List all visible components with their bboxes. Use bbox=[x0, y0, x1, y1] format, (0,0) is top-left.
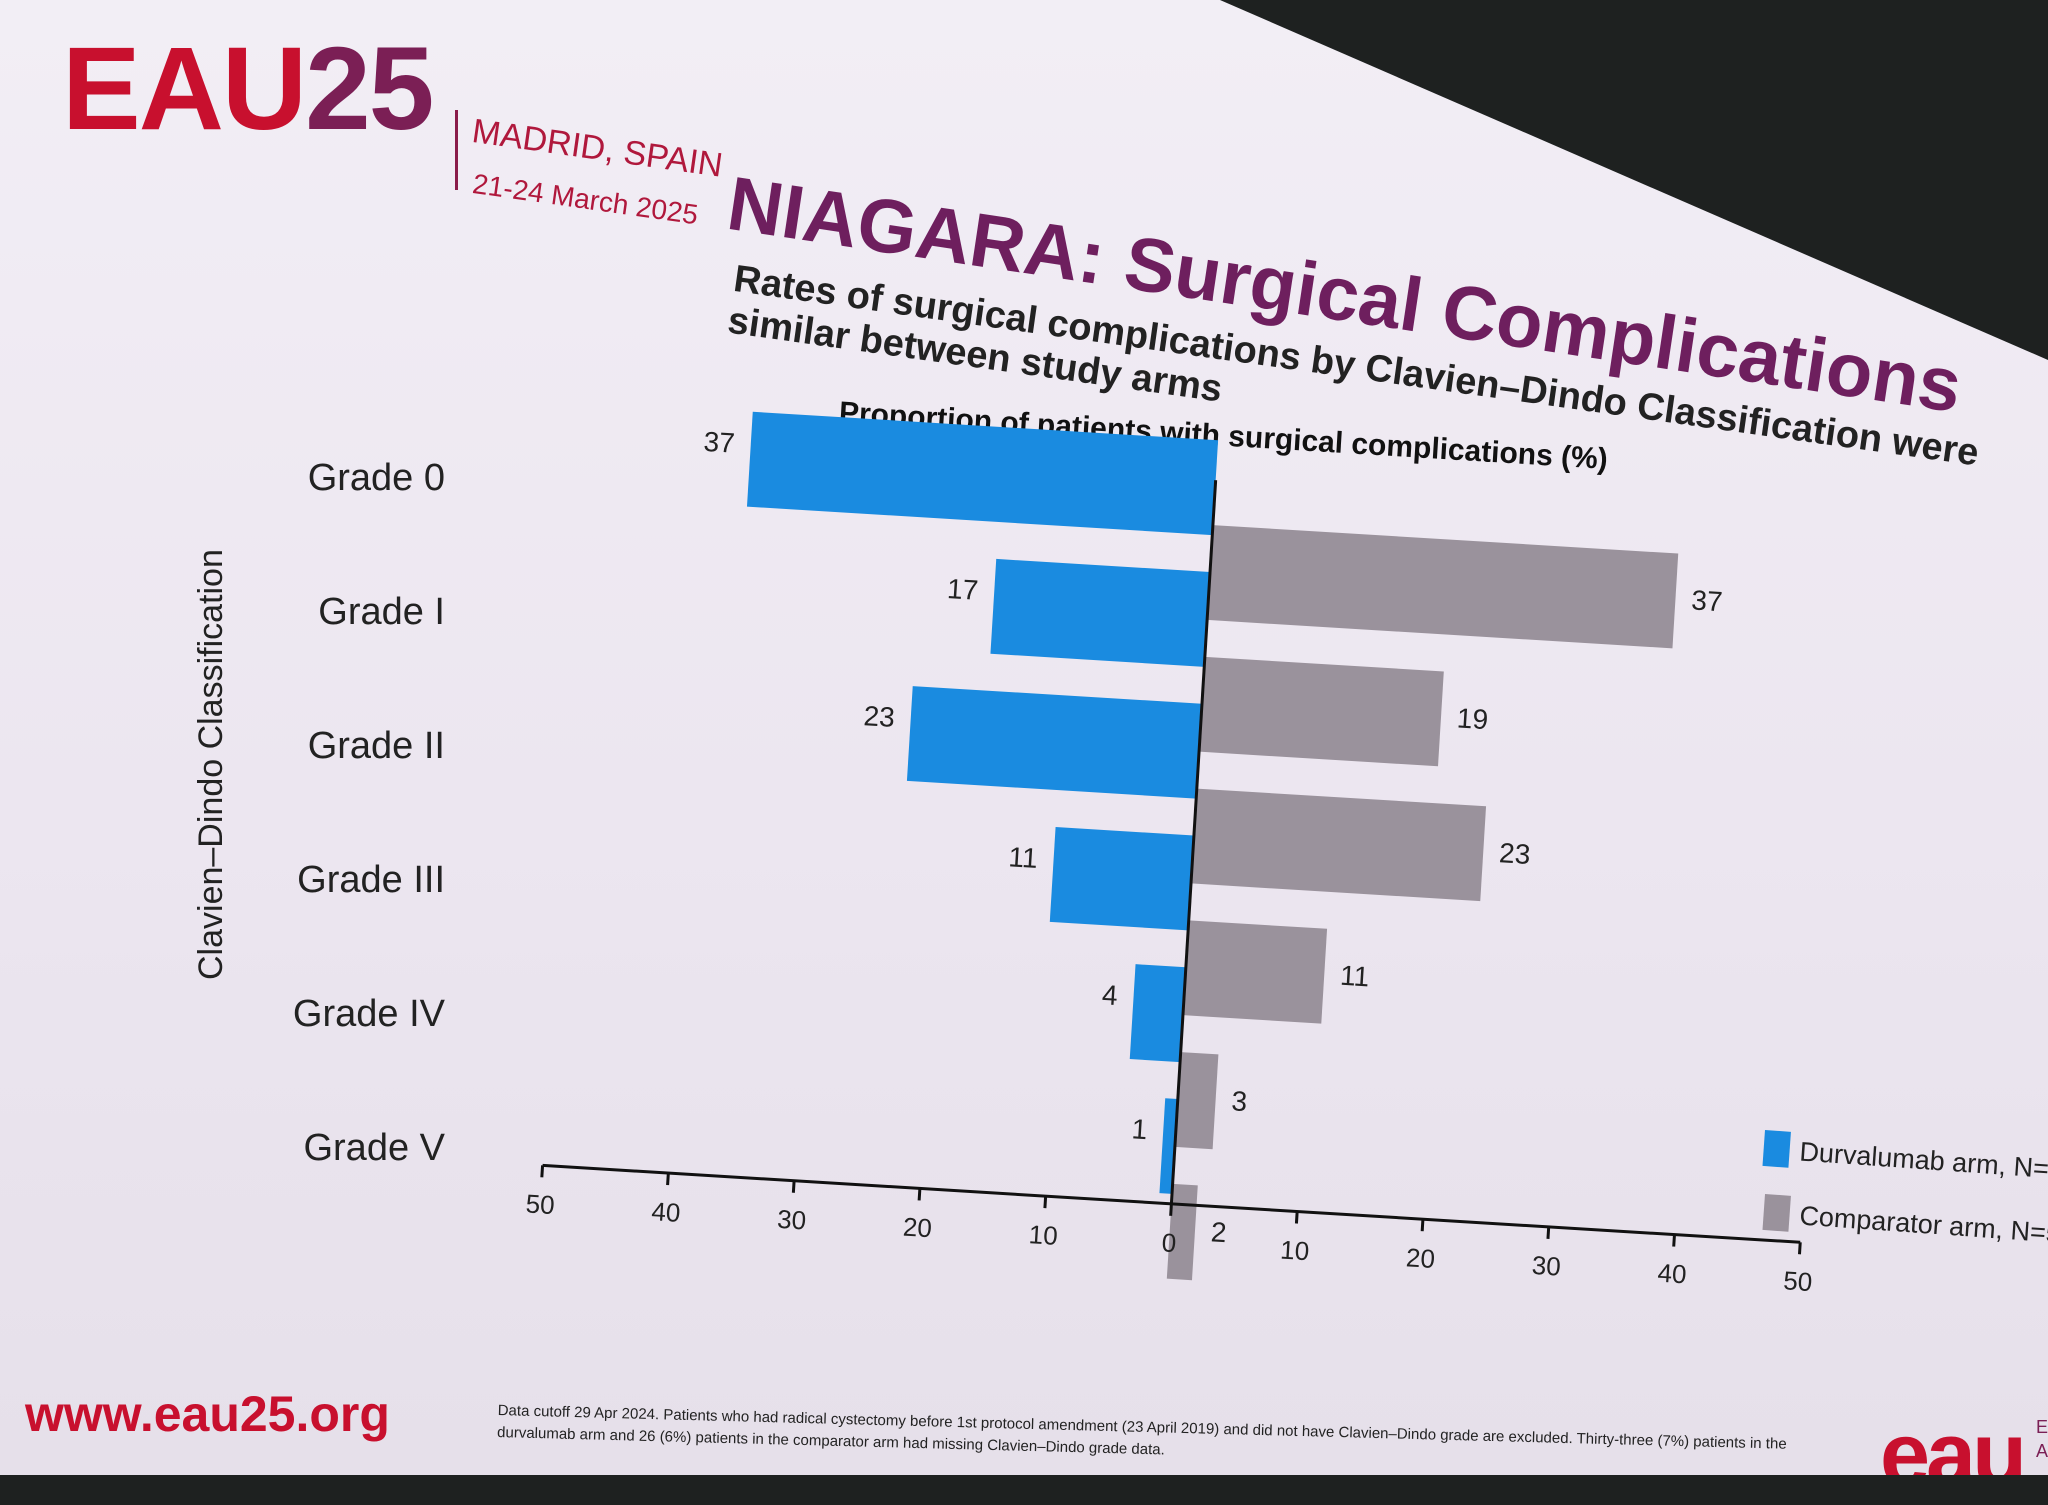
zero-line bbox=[1169, 480, 1218, 1204]
x-tick-label: 30 bbox=[1531, 1250, 1562, 1282]
comparator-bar bbox=[1190, 788, 1487, 902]
x-tick bbox=[917, 1188, 922, 1201]
eau-brand-logo: eau bbox=[1880, 1405, 2027, 1505]
x-tick bbox=[1169, 1203, 1173, 1216]
y-axis-label: Clavien–Dindo Classification bbox=[192, 549, 230, 980]
x-tick-label: 40 bbox=[651, 1196, 682, 1228]
category-label: Grade 0 bbox=[308, 457, 445, 499]
durvalumab-bar bbox=[906, 686, 1202, 799]
eau25-logo: EAU25 bbox=[62, 30, 434, 148]
eau-brand-side-text: E A bbox=[2036, 1417, 2048, 1461]
x-tick-label: 50 bbox=[525, 1188, 556, 1220]
legend-label-comparator: Comparator arm, N=526 bbox=[1799, 1201, 2048, 1251]
legend-swatch-comparator bbox=[1762, 1194, 1791, 1232]
x-tick bbox=[1294, 1211, 1299, 1224]
x-tick bbox=[540, 1165, 545, 1178]
x-tick-label: 20 bbox=[1405, 1242, 1436, 1274]
comparator-bar bbox=[1199, 656, 1444, 767]
category-label: Grade I bbox=[318, 591, 445, 633]
comparator-value-label: 19 bbox=[1456, 702, 1489, 735]
x-tick bbox=[1043, 1196, 1048, 1209]
comparator-bar bbox=[1182, 920, 1328, 1024]
x-tick bbox=[1672, 1234, 1676, 1247]
durvalumab-bar bbox=[1049, 827, 1194, 931]
logo-year-text: 25 bbox=[305, 23, 434, 155]
durvalumab-value-label: 1 bbox=[1131, 1113, 1148, 1145]
legend-label-durvalumab: Durvalumab arm, N=530 bbox=[1799, 1137, 2048, 1187]
comparator-value-label: 11 bbox=[1339, 960, 1370, 993]
comparator-bar bbox=[1174, 1052, 1219, 1150]
x-tick-label: 50 bbox=[1782, 1265, 1813, 1297]
website-link[interactable]: www.eau25.org bbox=[25, 1386, 390, 1442]
x-tick-label: 0 bbox=[1161, 1227, 1177, 1258]
x-tick bbox=[791, 1180, 796, 1193]
comparator-value-label: 3 bbox=[1231, 1085, 1248, 1117]
durvalumab-value-label: 37 bbox=[703, 426, 736, 459]
category-label: Grade V bbox=[303, 1127, 445, 1169]
durvalumab-value-label: 4 bbox=[1101, 979, 1118, 1011]
category-label: Grade IV bbox=[293, 993, 446, 1035]
category-label: Grade III bbox=[297, 859, 445, 901]
x-tick bbox=[666, 1172, 670, 1186]
x-tick bbox=[1546, 1226, 1551, 1239]
comparator-value-label: 37 bbox=[1690, 584, 1723, 617]
x-tick-label: 20 bbox=[902, 1212, 933, 1244]
durvalumab-bar bbox=[1129, 964, 1186, 1063]
x-tick-label: 10 bbox=[1028, 1219, 1059, 1251]
durvalumab-value-label: 11 bbox=[1008, 841, 1039, 874]
legend-swatch-durvalumab bbox=[1762, 1130, 1791, 1168]
comparator-value-label: 2 bbox=[1210, 1216, 1227, 1248]
durvalumab-value-label: 23 bbox=[863, 700, 896, 733]
durvalumab-value-label: 17 bbox=[946, 573, 979, 606]
durvalumab-bar bbox=[746, 411, 1219, 536]
logo-divider bbox=[455, 110, 458, 190]
comparator-bar bbox=[1166, 1183, 1198, 1281]
logo-eau-text: EAU bbox=[62, 23, 307, 155]
comparator-value-label: 23 bbox=[1498, 837, 1531, 870]
category-label: Grade II bbox=[308, 725, 445, 767]
chart-plot-group: Proportion of patients with surgical com… bbox=[525, 396, 1813, 1297]
x-tick bbox=[1797, 1242, 1802, 1255]
durvalumab-bar bbox=[990, 558, 1211, 667]
x-tick-label: 10 bbox=[1279, 1235, 1310, 1267]
x-tick bbox=[1420, 1219, 1425, 1232]
comparator-bar bbox=[1207, 525, 1679, 649]
x-tick-label: 40 bbox=[1657, 1258, 1688, 1290]
x-tick-label: 30 bbox=[776, 1204, 807, 1236]
